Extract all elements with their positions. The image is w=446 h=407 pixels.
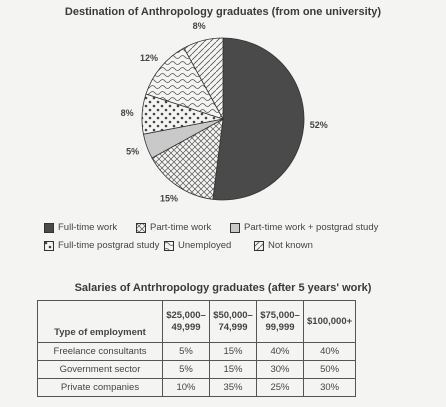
- pie-value-label: 52%: [310, 120, 328, 130]
- legend-label: Full-time postgrad study: [58, 240, 160, 251]
- pie-value-label: 5%: [126, 147, 139, 157]
- legend-swatch: [230, 222, 240, 233]
- legend-item: Not known: [254, 240, 313, 251]
- header-cell: Type of employment: [37, 300, 163, 343]
- table-row: Private companies 10% 35% 25% 30%: [37, 378, 357, 397]
- pie-chart: 52% 15% 5% 8% 12% 8%: [121, 21, 328, 203]
- table-cell: 30%: [302, 378, 357, 397]
- pie-value-label: 12%: [140, 53, 158, 63]
- table-cell: 15%: [209, 360, 257, 379]
- legend-label: Not known: [268, 240, 313, 251]
- legend-item: Unemployed: [164, 240, 231, 251]
- header-cell: $50,000– 74,999: [209, 300, 257, 343]
- pie-value-label: 8%: [193, 21, 206, 31]
- legend-label: Part-time work: [150, 222, 212, 233]
- legend-label: Full-time work: [58, 222, 118, 233]
- pie-chart-title: Destination of Anthropology graduates (f…: [64, 6, 382, 18]
- legend-label: Part-time work + postgrad study: [244, 222, 379, 233]
- pie-slice-unemployed: [145, 47, 224, 120]
- table-cell: Freelance consultants: [37, 342, 163, 361]
- header-cell: $100,000+: [302, 300, 357, 343]
- legend-item: Part-time work: [136, 222, 211, 233]
- table-cell: 15%: [209, 342, 257, 361]
- table-row: Freelance consultants 5% 15% 40% 40%: [37, 342, 357, 361]
- legend-swatch: [254, 240, 264, 251]
- table-cell: 50%: [302, 360, 357, 379]
- pie-slice-not-known: [183, 37, 224, 120]
- pie-value-label: 8%: [121, 108, 134, 118]
- table-cell: Government sector: [37, 360, 163, 379]
- header-cell: $75,000– 99,999: [256, 300, 304, 343]
- legend-item: Full-time work: [44, 222, 117, 233]
- legend-swatch: [136, 222, 146, 233]
- table-header-row: Type of employment $25,000– 49,999 $50,00…: [37, 300, 357, 343]
- table-cell: Private companies: [37, 378, 163, 397]
- header-text: $50,000– 74,999: [213, 309, 253, 333]
- table-row: Government sector 5% 15% 30% 50%: [37, 360, 357, 379]
- table-cell: 10%: [162, 378, 210, 397]
- legend-label: Unemployed: [178, 240, 232, 251]
- pie-value-label: 15%: [160, 193, 178, 203]
- salary-table: Type of employment $25,000– 49,999 $50,00…: [37, 300, 357, 397]
- table-cell: 40%: [302, 342, 357, 361]
- legend-swatch: [44, 240, 54, 251]
- table-cell: 5%: [162, 342, 210, 361]
- legend-item: Full-time postgrad study: [44, 240, 159, 251]
- table-cell: 25%: [256, 378, 304, 397]
- legend-swatch: [164, 240, 174, 251]
- table-title: Salaries of Antrhropology graduates (aft…: [74, 282, 372, 294]
- legend-item: Part-time work + postgrad study: [230, 222, 378, 233]
- table-cell: 35%: [209, 378, 257, 397]
- pie-slice-full-time-work: [212, 37, 305, 201]
- table-cell: 5%: [162, 360, 210, 379]
- table-cell: 30%: [256, 360, 304, 379]
- header-text: $25,000– 49,999: [166, 309, 206, 333]
- header-cell: $25,000– 49,999: [162, 300, 210, 343]
- legend-swatch: [44, 222, 54, 233]
- table-cell: 40%: [256, 342, 304, 361]
- pie-slice-part-time-work: [151, 118, 224, 200]
- header-text: $75,000– 99,999: [260, 309, 300, 333]
